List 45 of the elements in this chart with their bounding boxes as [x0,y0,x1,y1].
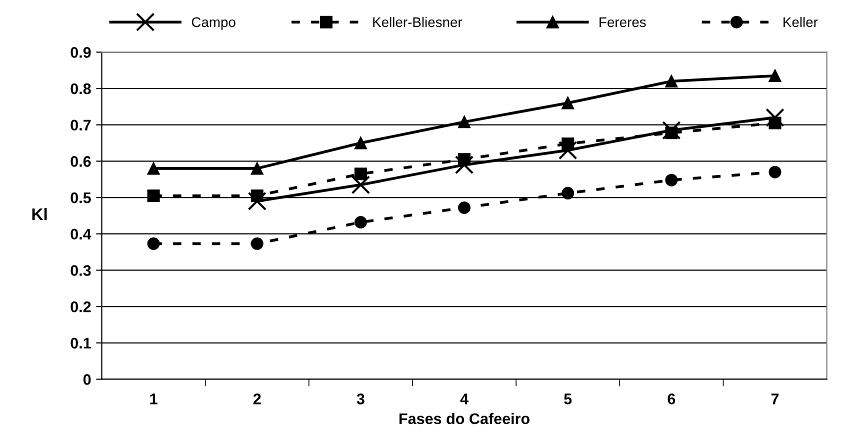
y-tick-label: 0.1 [70,338,91,349]
x-tick-label: 1 [150,394,158,404]
point [354,216,367,228]
point [562,96,574,110]
point [454,155,474,174]
legend-label: Keller [784,16,818,28]
y-tick-label: 0.7 [70,120,91,131]
x-tick-label: 7 [771,394,779,404]
y-tick-label: 0 [83,374,91,385]
point [458,201,471,214]
point [147,189,160,202]
point [354,168,367,180]
point [458,116,471,128]
point [147,237,160,250]
legend-label: Keller-Bliesner [373,16,462,28]
x-tick-label: 4 [460,394,468,404]
point [147,162,160,175]
y-tick-label: 0.5 [70,192,91,204]
point [351,175,370,194]
x-tick-label: 3 [356,394,364,404]
legend-label: Campo [192,17,236,30]
point [768,70,782,82]
y-tick-label: 0.3 [70,265,91,276]
point [665,74,678,88]
y-tick-label: 0.4 [70,228,92,240]
x-tick-label: 2 [253,394,261,404]
point [768,166,782,178]
x-axis-title: Fases do Cafeeiro [400,412,530,424]
point [558,140,578,160]
y-tick-label: 0.9 [70,47,91,58]
point [250,162,264,175]
point [766,108,784,127]
point [250,237,264,250]
point [562,186,574,200]
y-tick-label: 0.8 [70,83,91,94]
point [248,192,267,211]
y-tick-label: 0.2 [70,301,91,312]
legend-label: Fereres [600,17,646,28]
x-tick-label: 5 [564,394,572,404]
point [662,120,681,140]
point [354,136,367,150]
y-tick-label: 0.6 [70,156,91,167]
point [665,174,678,186]
y-axis-title: Kl [32,208,47,220]
x-tick-label: 6 [668,394,676,404]
